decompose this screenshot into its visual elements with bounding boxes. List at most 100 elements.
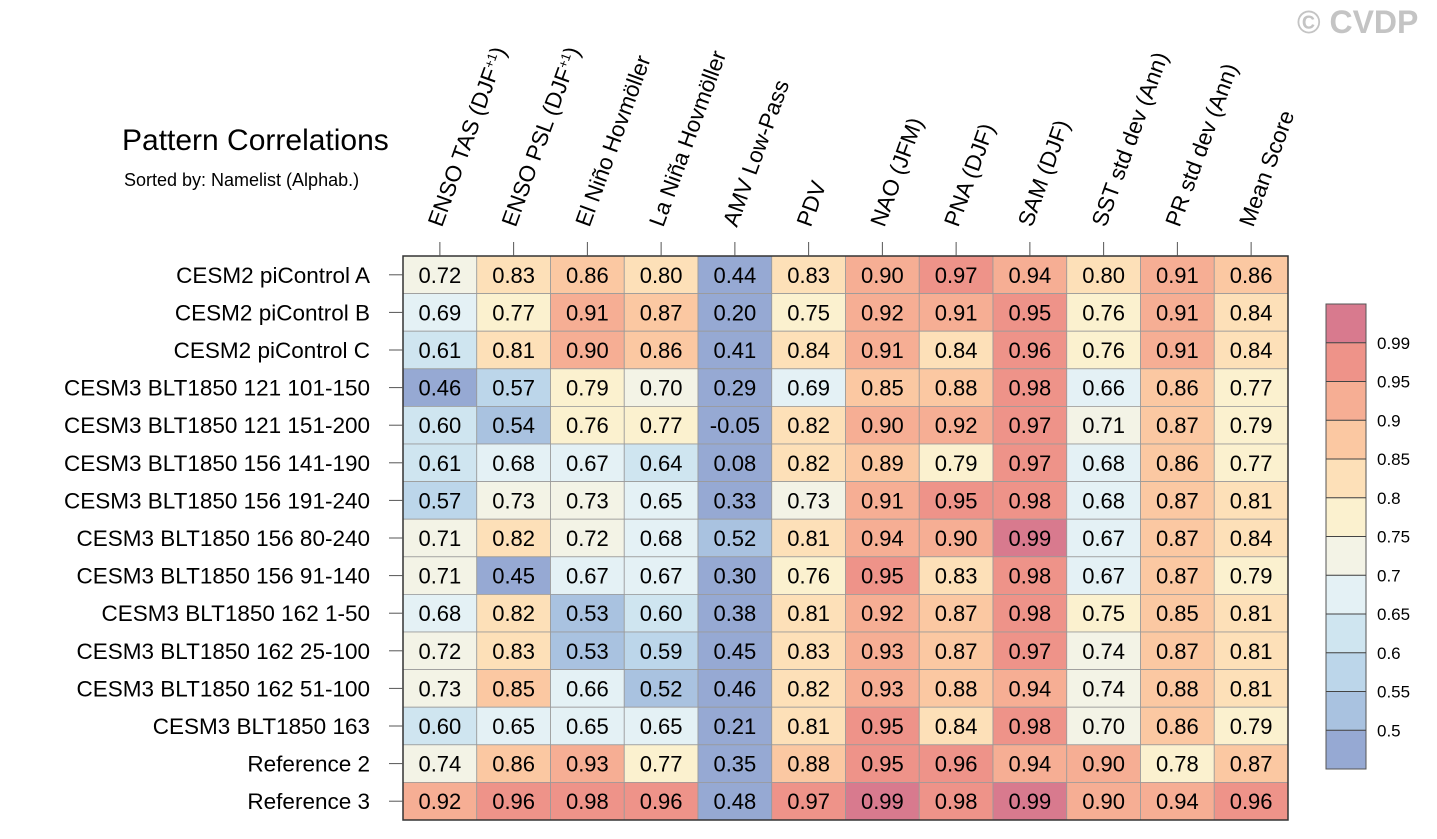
cell-value-label: 0.72: [566, 526, 609, 551]
cell-value-label: 0.98: [1008, 714, 1051, 739]
column-label: ENSO PSL (DJF+1): [497, 44, 585, 230]
heatmap-cell: [402, 368, 478, 407]
cell-value-label: 0.87: [1156, 564, 1199, 589]
colorbar-label: 0.5: [1377, 721, 1401, 740]
colorbar-swatch: [1325, 574, 1367, 615]
heatmap-cell: [1140, 518, 1215, 558]
heatmap-cell: [918, 782, 994, 821]
cell-value-label: 0.65: [640, 488, 683, 513]
column-label: NAO (JFM): [866, 114, 928, 229]
heatmap-cell: [771, 594, 846, 633]
cell-value-label: 0.38: [713, 601, 756, 626]
cell-value-label: 0.84: [1230, 338, 1273, 363]
column-label: SST std dev (Ann): [1087, 49, 1173, 230]
cell-value-label: 0.76: [1082, 338, 1125, 363]
cell-value-label: -0.05: [710, 413, 760, 438]
heatmap-cell: [1066, 594, 1141, 633]
heatmap-cell: [992, 443, 1068, 482]
heatmap-cell: [845, 669, 920, 708]
heatmap-cell: [992, 518, 1068, 558]
cell-value-label: 0.82: [787, 676, 830, 701]
cell-value-label: 0.35: [713, 752, 756, 777]
cell-value-label: 0.71: [418, 526, 461, 551]
cell-value-label: 0.96: [1008, 338, 1051, 363]
heatmap-cell: [623, 481, 699, 520]
cell-value-label: 0.70: [640, 376, 683, 401]
heatmap-cell: [992, 330, 1068, 370]
heatmap-cell: [550, 368, 625, 407]
heatmap-cell: [992, 631, 1068, 670]
cell-value-label: 0.86: [1230, 263, 1273, 288]
row-label: CESM2 piControl A: [176, 263, 370, 288]
row-label: Reference 3: [247, 789, 370, 814]
heatmap-cell: [1140, 368, 1215, 407]
cell-value-label: 0.87: [1156, 526, 1199, 551]
cell-value-label: 0.88: [935, 376, 978, 401]
heatmap-cell: [1066, 405, 1141, 445]
heatmap-cell: [992, 669, 1068, 708]
cell-value-label: 0.91: [1156, 263, 1199, 288]
cell-value-label: 0.90: [1082, 789, 1125, 814]
heatmap-cell: [697, 594, 773, 633]
cell-value-label: 0.41: [713, 338, 756, 363]
cell-value-label: 0.69: [418, 300, 461, 325]
heatmap-cell: [550, 631, 625, 670]
cell-value-label: 0.69: [787, 376, 830, 401]
heatmap-cell: [402, 443, 478, 482]
colorbar-swatch: [1325, 381, 1367, 421]
cell-value-label: 0.44: [713, 263, 756, 288]
cell-value-label: 0.83: [935, 564, 978, 589]
cell-value-label: 0.66: [566, 676, 609, 701]
heatmap-cell: [845, 706, 920, 746]
cell-value-label: 0.77: [640, 413, 683, 438]
cell-value-label: 0.81: [1230, 639, 1273, 664]
cell-value-label: 0.82: [787, 413, 830, 438]
heatmap-cell: [476, 706, 551, 746]
cell-value-label: 0.89: [861, 451, 904, 476]
heatmap-cell: [1213, 518, 1289, 558]
cell-value-label: 0.88: [935, 676, 978, 701]
cell-value-label: 0.94: [1008, 263, 1051, 288]
cell-value-label: 0.81: [492, 338, 535, 363]
cell-value-label: 0.29: [713, 376, 756, 401]
cell-value-label: 0.57: [492, 376, 535, 401]
cell-value-label: 0.99: [1008, 789, 1051, 814]
cell-value-label: 0.90: [566, 338, 609, 363]
heatmap-cell: [402, 782, 478, 821]
cell-value-label: 0.57: [418, 488, 461, 513]
column-label: PNA (DJF): [939, 120, 999, 230]
heatmap-cell: [771, 481, 846, 520]
colorbar-swatch: [1325, 419, 1367, 460]
heatmap-cell: [1066, 782, 1141, 821]
heatmap-cell: [623, 594, 699, 633]
colorbar-label: 0.85: [1377, 450, 1410, 469]
cell-value-label: 0.91: [1156, 300, 1199, 325]
cell-value-label: 0.97: [1008, 413, 1051, 438]
cell-value-label: 0.61: [418, 338, 461, 363]
cell-value-label: 0.74: [1082, 676, 1125, 701]
cell-value-label: 0.59: [640, 639, 683, 664]
heatmap-cell: [771, 368, 846, 407]
cell-value-label: 0.67: [640, 564, 683, 589]
cell-value-label: 0.94: [1008, 676, 1051, 701]
heatmap-cell: [918, 443, 994, 482]
cell-value-label: 0.54: [492, 413, 535, 438]
heatmap-cell: [918, 594, 994, 633]
heatmap-cell: [771, 631, 846, 670]
cell-value-label: 0.96: [935, 752, 978, 777]
heatmap-cell: [623, 518, 699, 558]
heatmap-cell: [1213, 405, 1289, 445]
cell-value-label: 0.91: [935, 300, 978, 325]
colorbar-label: 0.55: [1377, 683, 1410, 702]
cell-value-label: 0.92: [861, 300, 904, 325]
heatmap-cell: [1140, 405, 1215, 445]
cell-value-label: 0.70: [1082, 714, 1125, 739]
heatmap-cell: [918, 255, 994, 294]
cell-value-label: 0.45: [713, 639, 756, 664]
cell-value-label: 0.65: [566, 714, 609, 739]
heatmap-cell: [402, 405, 478, 445]
cell-value-label: 0.91: [566, 300, 609, 325]
cell-value-label: 0.84: [787, 338, 830, 363]
heatmap-cell: [992, 293, 1068, 332]
heatmap-cell: [697, 518, 773, 558]
